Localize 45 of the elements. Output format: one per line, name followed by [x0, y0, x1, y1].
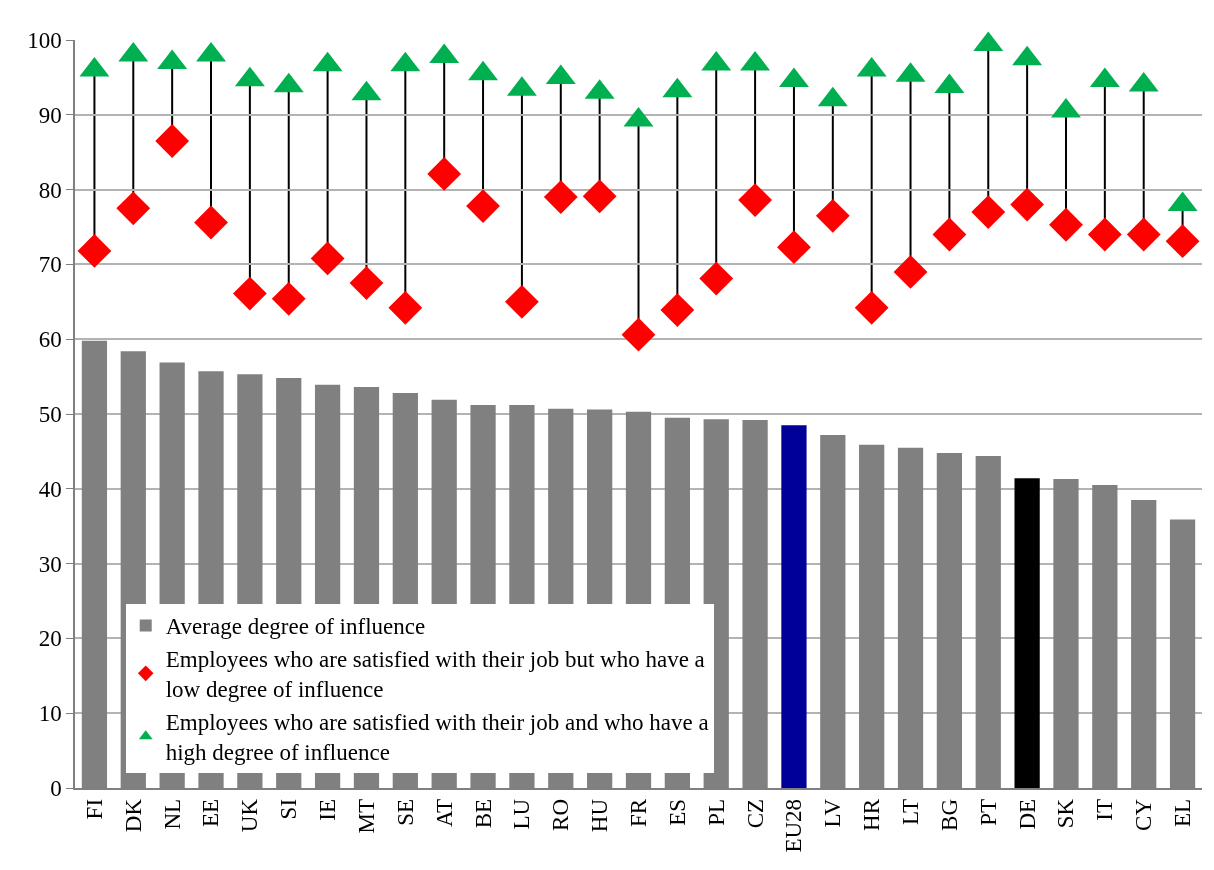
x-tick-label: IE — [315, 798, 341, 821]
bar — [1014, 478, 1040, 788]
y-tick-label: 20 — [38, 626, 62, 652]
x-tick-label: CY — [1131, 798, 1157, 831]
x-tick-label: UK — [237, 798, 263, 833]
x-tick-label: NL — [159, 798, 185, 830]
x-tick-label: FI — [81, 798, 107, 820]
y-tick-label: 30 — [38, 551, 62, 577]
x-tick-label: LU — [509, 798, 535, 830]
x-tick-label: AT — [431, 798, 457, 828]
bar — [781, 425, 807, 788]
x-tick-label: RO — [548, 798, 574, 831]
y-tick-label: 100 — [27, 28, 62, 54]
x-tick-label: EL — [1170, 798, 1196, 828]
y-tick-label: 50 — [38, 402, 62, 428]
x-tick-label: PL — [703, 798, 729, 826]
x-tick-label: CZ — [742, 798, 768, 829]
x-tick-label: PT — [975, 798, 1001, 826]
x-tick-label: SE — [392, 798, 418, 826]
y-tick-label: 90 — [38, 102, 62, 128]
legend-label: Employees who are satisfied with their job and who have a high degree of influence — [165, 710, 709, 766]
x-tick-label: DK — [120, 798, 146, 833]
x-tick-label: EU28 — [781, 798, 807, 853]
x-tick-label: MT — [353, 798, 379, 834]
legend-label: Employees who are satisfied with their job but who have a low degree of influence — [165, 647, 705, 703]
y-tick-label: 80 — [38, 177, 62, 203]
x-tick-label: LT — [898, 798, 924, 825]
x-tick-label: HR — [859, 798, 885, 831]
x-tick-label: SK — [1053, 798, 1079, 829]
x-tick-label: IT — [1092, 798, 1118, 821]
x-tick-label: LV — [820, 798, 846, 828]
y-tick-label: 60 — [38, 327, 62, 353]
x-tick-label: EE — [198, 798, 224, 828]
y-tick-label: 10 — [38, 701, 62, 727]
y-tick-label: 70 — [38, 252, 62, 278]
legend-label: Average degree of influence — [165, 614, 426, 640]
x-tick-label: BG — [936, 798, 962, 831]
x-tick-label: FR — [625, 798, 651, 828]
y-tick-label: 0 — [50, 776, 62, 802]
x-tick-label: ES — [664, 798, 690, 826]
x-tick-label: DE — [1014, 798, 1040, 830]
x-tick-label: HU — [587, 798, 613, 833]
x-tick-label: BE — [470, 798, 496, 829]
y-tick-label: 40 — [38, 476, 62, 502]
x-tick-label: SI — [276, 798, 302, 820]
